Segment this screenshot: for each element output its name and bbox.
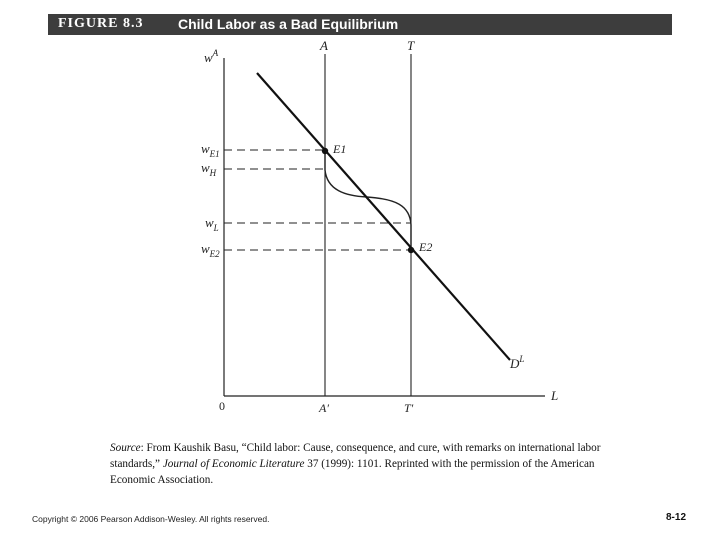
label-a-top: A [319, 38, 328, 53]
page-number: 8-12 [666, 512, 687, 523]
label-t-top: T [407, 38, 415, 53]
figure-header: FIGURE 8.3 Child Labor as a Bad Equilibr… [48, 14, 672, 35]
wage-label-wh: wH [201, 160, 217, 178]
child-labor-diagram: wA A T A′ T′ 0 L wE1 wH wL wE2 E1 E2 DL [201, 38, 558, 415]
wage-label-we1: wE1 [201, 141, 220, 159]
wage-label-wl: wL [205, 215, 219, 233]
demand-curve [256, 72, 511, 361]
source-prefix: Source [110, 442, 141, 454]
copyright-notice: Copyright © 2006 Pearson Addison-Wesley.… [32, 514, 270, 524]
label-e2: E2 [418, 240, 432, 254]
y-axis-label: wA [204, 48, 219, 65]
source-citation: Source: From Kaushik Basu, “Child labor:… [110, 440, 640, 489]
figure-number: FIGURE 8.3 [58, 16, 144, 31]
source-text-b: 37 (1999): 1101. Reprinted with the perm… [110, 458, 595, 487]
label-e1: E1 [332, 142, 346, 156]
point-e2 [407, 246, 415, 254]
label-t-bottom: T′ [404, 401, 414, 415]
point-e1 [321, 147, 329, 155]
demand-label: DL [509, 354, 524, 371]
source-text-a: : From Kaushik Basu, “Child labor: Cause… [110, 442, 601, 471]
figure-title: Child Labor as a Bad Equilibrium [178, 16, 399, 32]
source-journal: Journal of Economic Literature [162, 458, 305, 471]
label-a-bottom: A′ [318, 401, 329, 415]
x-axis-label: L [550, 388, 558, 403]
origin-label: 0 [219, 399, 225, 413]
wage-label-we2: wE2 [201, 241, 220, 259]
